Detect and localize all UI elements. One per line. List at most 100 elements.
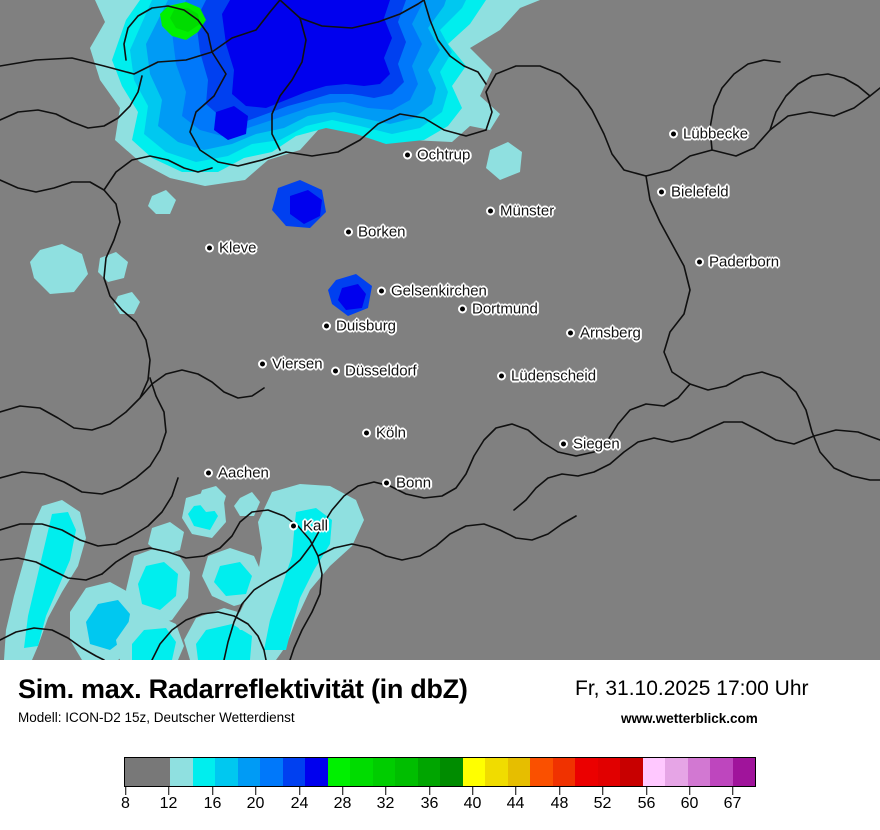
city-marker-l-denscheid[interactable]: Lüdenscheid bbox=[497, 368, 596, 385]
colorbar-tick bbox=[471, 787, 474, 795]
city-marker-duisburg[interactable]: Duisburg bbox=[322, 318, 396, 335]
city-dot-icon bbox=[669, 129, 678, 139]
colorbar-tick-label: 67 bbox=[723, 795, 742, 812]
city-label: Münster bbox=[500, 202, 555, 220]
city-marker-kall[interactable]: Kall bbox=[289, 518, 328, 535]
colorbar-tick-label: 24 bbox=[290, 795, 309, 812]
valid-timestamp: Fr, 31.10.2025 17:00 Uhr bbox=[575, 677, 809, 700]
city-dot-icon bbox=[322, 321, 331, 331]
city-marker-ochtrup[interactable]: Ochtrup bbox=[403, 147, 470, 164]
city-marker-siegen[interactable]: Siegen bbox=[559, 436, 620, 453]
city-dot-icon bbox=[258, 359, 267, 369]
city-dot-icon bbox=[205, 243, 214, 253]
city-label: Borken bbox=[358, 223, 406, 241]
city-marker-paderborn[interactable]: Paderborn bbox=[695, 254, 779, 271]
colorbar-segment bbox=[170, 758, 193, 786]
colorbar-tick-label: 20 bbox=[246, 795, 265, 812]
colorbar-segment bbox=[192, 758, 215, 786]
city-dot-icon bbox=[486, 206, 495, 216]
city-dot-icon bbox=[566, 328, 575, 338]
city-marker-d-sseldorf[interactable]: Düsseldorf bbox=[331, 363, 417, 380]
city-label: Köln bbox=[376, 424, 407, 442]
city-marker-gelsenkirchen[interactable]: Gelsenkirchen bbox=[377, 283, 487, 300]
colorbar-tick-label: 32 bbox=[376, 795, 395, 812]
colorbar-segment bbox=[260, 758, 283, 786]
colorbar-tick-label: 8 bbox=[121, 795, 130, 812]
colorbar-segment bbox=[125, 758, 170, 786]
city-label: Kall bbox=[303, 517, 329, 535]
model-subtitle: Modell: ICON-D2 15z, Deutscher Wetterdie… bbox=[18, 710, 295, 725]
colorbar-segment bbox=[395, 758, 418, 786]
colorbar-segment bbox=[732, 758, 755, 786]
colorbar-tick-label: 56 bbox=[637, 795, 656, 812]
city-marker-aachen[interactable]: Aachen bbox=[204, 465, 269, 482]
administrative-borders bbox=[0, 0, 880, 660]
colorbar-tick bbox=[211, 787, 214, 795]
colorbar-tick bbox=[254, 787, 257, 795]
colorbar-segment bbox=[687, 758, 710, 786]
city-label: Aachen bbox=[218, 464, 269, 482]
city-marker-dortmund[interactable]: Dortmund bbox=[458, 301, 538, 318]
colorbar-ticks bbox=[124, 787, 756, 795]
colorbar-legend: 8 12 16 20 24 28 32 36 40 44 48 52 56 60 67 bbox=[121, 757, 756, 819]
colorbar-segment bbox=[305, 758, 328, 786]
city-dot-icon bbox=[362, 428, 371, 438]
colorbar-segment bbox=[417, 758, 440, 786]
website-credit: www.wetterblick.com bbox=[621, 711, 758, 726]
city-dot-icon bbox=[458, 304, 467, 314]
colorbar-tick bbox=[688, 787, 691, 795]
page-title: Sim. max. Radarreflektivität (in dbZ) bbox=[18, 674, 468, 704]
city-label: Viersen bbox=[272, 355, 323, 373]
city-dot-icon bbox=[657, 187, 666, 197]
city-marker-viersen[interactable]: Viersen bbox=[258, 356, 323, 373]
colorbar-segment bbox=[507, 758, 530, 786]
city-label: Paderborn bbox=[709, 253, 780, 271]
city-marker-bielefeld[interactable]: Bielefeld bbox=[657, 184, 729, 201]
city-marker-arnsberg[interactable]: Arnsberg bbox=[566, 325, 641, 342]
city-dot-icon bbox=[403, 150, 412, 160]
colorbar-gradient bbox=[124, 757, 756, 787]
city-dot-icon bbox=[695, 257, 704, 267]
city-label: Bielefeld bbox=[671, 183, 729, 201]
colorbar-tick bbox=[731, 787, 734, 795]
city-marker-bonn[interactable]: Bonn bbox=[382, 475, 431, 492]
colorbar-tick bbox=[514, 787, 517, 795]
colorbar-segment bbox=[552, 758, 575, 786]
colorbar-segment bbox=[642, 758, 665, 786]
colorbar-segment bbox=[597, 758, 620, 786]
colorbar-tick-label: 12 bbox=[159, 795, 178, 812]
colorbar-segment bbox=[620, 758, 643, 786]
colorbar-segment bbox=[282, 758, 305, 786]
city-dot-icon bbox=[289, 521, 298, 531]
city-dot-icon bbox=[497, 371, 506, 381]
radar-map[interactable]: Lübbecke Ochtrup Bielefeld Münster Borken Kle… bbox=[0, 0, 880, 660]
city-label: Ochtrup bbox=[417, 146, 471, 164]
city-label: Düsseldorf bbox=[345, 362, 417, 380]
colorbar-tick bbox=[601, 787, 604, 795]
city-marker-m-nster[interactable]: Münster bbox=[486, 203, 554, 220]
city-label: Dortmund bbox=[472, 300, 538, 318]
city-marker-k-ln[interactable]: Köln bbox=[362, 425, 406, 442]
colorbar-tick bbox=[298, 787, 301, 795]
colorbar-tick bbox=[167, 787, 170, 795]
colorbar-segment bbox=[485, 758, 508, 786]
city-dot-icon bbox=[382, 478, 391, 488]
colorbar-tick bbox=[124, 787, 127, 795]
colorbar-segment bbox=[215, 758, 238, 786]
city-label: Kleve bbox=[219, 239, 257, 257]
city-dot-icon bbox=[377, 286, 386, 296]
city-marker-borken[interactable]: Borken bbox=[344, 224, 406, 241]
city-dot-icon bbox=[331, 366, 340, 376]
colorbar-segment bbox=[372, 758, 395, 786]
colorbar-tick-label: 44 bbox=[506, 795, 525, 812]
city-marker-kleve[interactable]: Kleve bbox=[205, 240, 257, 257]
footer-panel: Sim. max. Radarreflektivität (in dbZ) Mo… bbox=[0, 660, 880, 830]
colorbar-tick-label: 60 bbox=[680, 795, 699, 812]
city-marker-l-bbecke[interactable]: Lübbecke bbox=[669, 126, 748, 143]
city-label: Lüdenscheid bbox=[511, 367, 597, 385]
colorbar-tick-label: 16 bbox=[203, 795, 222, 812]
colorbar-segment bbox=[350, 758, 373, 786]
colorbar-segment bbox=[530, 758, 553, 786]
colorbar-segment bbox=[710, 758, 733, 786]
city-label: Duisburg bbox=[336, 317, 397, 335]
